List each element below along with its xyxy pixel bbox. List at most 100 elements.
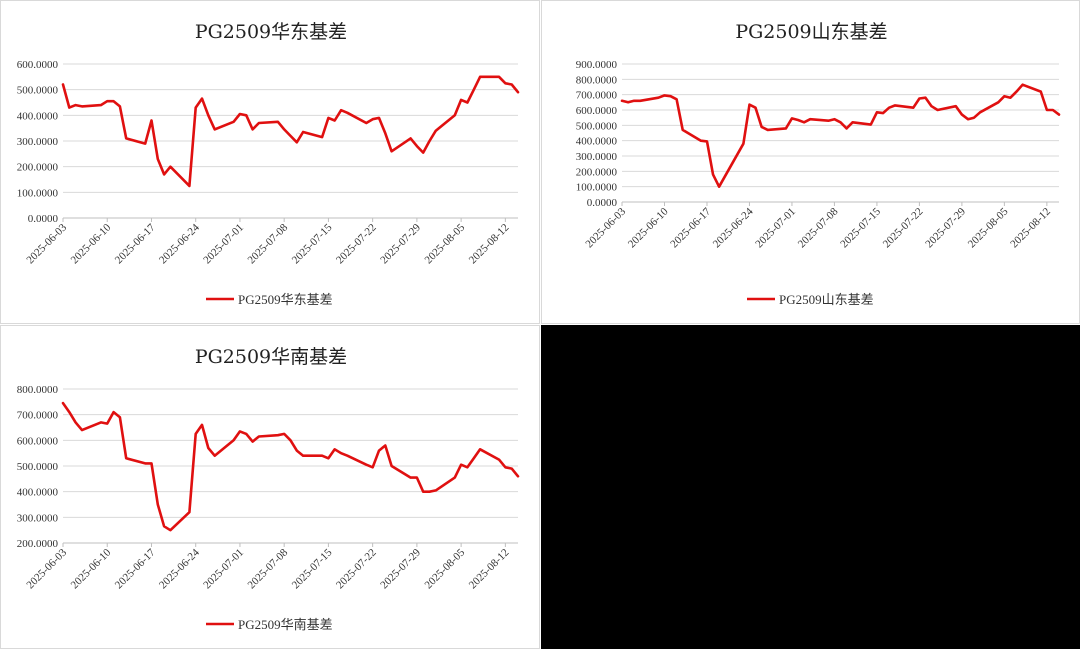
data-point (289, 439, 292, 442)
data-point (119, 105, 121, 108)
data-point (302, 131, 304, 133)
data-point (188, 511, 191, 513)
x-tick-label: 2025-07-15 (290, 546, 335, 591)
x-tick-label: 2025-06-03 (24, 221, 69, 266)
data-point (68, 106, 71, 109)
data-point (239, 430, 241, 433)
data-point (498, 458, 500, 461)
data-point (106, 422, 109, 425)
data-point (894, 104, 896, 107)
data-point (718, 185, 720, 188)
x-tick-label: 2025-07-08 (246, 546, 291, 591)
data-point (371, 118, 374, 120)
data-point (283, 128, 285, 131)
data-point (125, 457, 127, 460)
data-point (201, 424, 203, 426)
x-tick-label: 2025-06-10 (626, 205, 671, 250)
x-tick-label: 2025-08-05 (422, 221, 467, 266)
x-tick-label: 2025-06-17 (668, 205, 713, 250)
data-point (232, 439, 235, 442)
data-point (454, 114, 456, 117)
data-point (346, 454, 349, 457)
y-tick-label: 800.0000 (17, 384, 59, 396)
data-point (1058, 113, 1060, 116)
x-tick-label: 2025-06-17 (113, 221, 158, 266)
data-point (384, 132, 387, 135)
data-point (657, 96, 660, 99)
series-line (620, 83, 1061, 188)
data-point (321, 454, 323, 457)
x-tick-label: 2025-07-29 (923, 205, 968, 250)
data-point (700, 139, 702, 142)
data-point (422, 151, 425, 154)
data-point (416, 145, 418, 147)
data-point (435, 129, 437, 132)
data-point (803, 121, 805, 124)
data-point (100, 104, 102, 106)
data-point (681, 129, 684, 131)
legend-label: PG2509山东基差 (779, 292, 874, 307)
data-point (144, 462, 146, 465)
data-point (251, 128, 254, 131)
chart-title: PG2509华南基差 (195, 346, 347, 368)
data-point (754, 106, 757, 109)
data-point (517, 91, 519, 94)
legend-label: PG2509华东基差 (238, 292, 333, 307)
data-point (748, 103, 751, 106)
empty-black-panel (541, 325, 1080, 649)
data-point (188, 185, 191, 187)
chart-title: PG2509华东基差 (195, 21, 347, 43)
y-tick-label: 400.0000 (576, 136, 618, 148)
x-tick-label: 2025-06-03 (583, 205, 628, 250)
y-tick-label: 0.0000 (28, 213, 59, 225)
x-tick-label: 2025-06-24 (711, 205, 756, 250)
chart-panel-shandong: PG2509山东基差 0.0000 100.0000 200.0000 300.0000… (541, 0, 1080, 324)
data-point (340, 109, 342, 111)
x-tick-label: 2025-07-01 (201, 547, 246, 592)
data-point (289, 135, 292, 137)
data-point (839, 121, 842, 124)
data-point (669, 95, 672, 97)
data-point (321, 136, 323, 138)
data-point (258, 435, 260, 438)
x-tick-label: 2025-07-15 (290, 221, 335, 266)
x-tick-label: 2025-07-22 (334, 547, 379, 592)
series-line (61, 401, 520, 532)
data-point (333, 448, 336, 451)
data-point (961, 113, 963, 116)
data-point (930, 105, 933, 107)
data-point (627, 101, 629, 104)
data-point (169, 165, 172, 168)
y-tick-label: 700.0000 (576, 90, 618, 102)
data-point (472, 88, 475, 91)
chart-huanan: PG2509华南基差 200.0000 300.0000 400.0000 500.00… (17, 346, 520, 632)
data-point (479, 448, 481, 451)
data-point (150, 462, 153, 465)
data-point (936, 109, 939, 111)
x-tick-label: 2025-07-08 (246, 221, 291, 266)
data-point (409, 476, 412, 479)
data-point (74, 104, 77, 106)
chart-shandong: PG2509山东基差 0.0000 100.0000 200.0000 300.0000… (576, 21, 1061, 307)
x-tick-label: 2025-07-01 (201, 222, 246, 267)
data-point (466, 101, 469, 104)
data-point (390, 150, 393, 153)
data-point (390, 465, 393, 467)
legend-label: PG2509华南基差 (238, 617, 333, 632)
data-point (742, 142, 745, 145)
data-point (997, 101, 1000, 104)
y-tick-label: 400.0000 (17, 110, 59, 122)
data-point (706, 140, 708, 143)
y-tick-label: 300.0000 (17, 136, 59, 148)
y-tick-label: 700.0000 (17, 410, 59, 422)
data-point (207, 447, 210, 449)
data-point (327, 117, 330, 119)
data-point (422, 490, 425, 493)
data-point (912, 106, 915, 109)
x-tick-label: 2025-06-03 (24, 546, 69, 591)
data-point (371, 466, 374, 469)
data-point (62, 402, 64, 404)
x-tick-label: 2025-08-12 (467, 547, 512, 592)
data-point (510, 83, 513, 86)
data-point (207, 114, 210, 117)
